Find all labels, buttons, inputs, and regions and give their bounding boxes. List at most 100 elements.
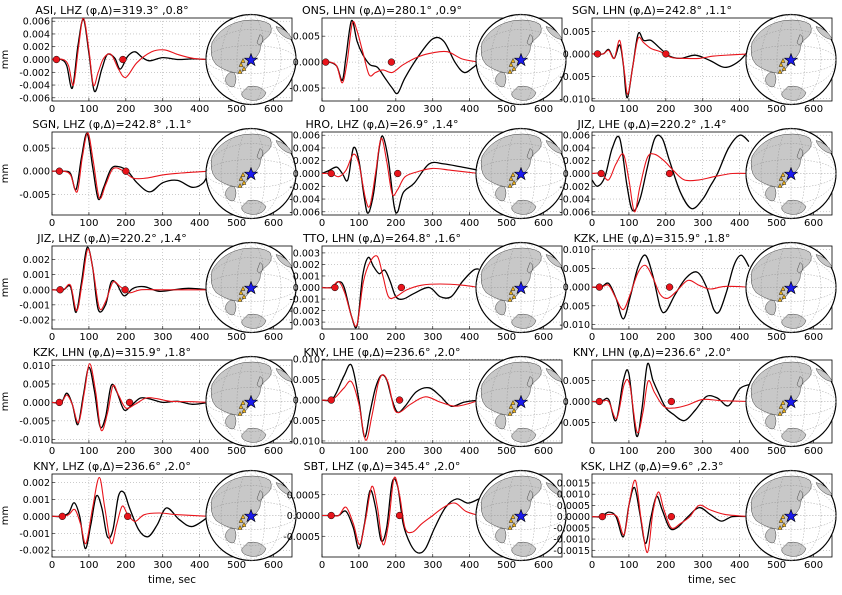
x-tick-label: 500 <box>497 560 516 571</box>
window-marker <box>667 397 676 406</box>
x-tick-label: 200 <box>656 104 675 115</box>
waveform-panel: 0 100 200 300 400 500 600 0.010 0.005 0.000 -0.005… <box>559 232 837 343</box>
x-tick-label: 300 <box>153 446 172 457</box>
x-tick-label: 600 <box>804 560 823 571</box>
window-marker <box>122 167 130 175</box>
y-tick-label: -0.0010 <box>553 535 590 546</box>
panel-title: KNY, LHE (φ,Δ)=236.6° ,2.0° <box>303 346 460 359</box>
y-tick-label: -0.006 <box>289 207 320 218</box>
y-tick-label: 0.0005 <box>287 490 320 501</box>
x-tick-label: 500 <box>767 446 786 457</box>
y-tick-label: 0.000 <box>563 169 590 180</box>
globe-map <box>745 355 837 448</box>
y-tick-label: -0.002 <box>19 315 50 326</box>
x-tick-label: 500 <box>227 560 246 571</box>
synthetic-waveform <box>322 255 479 327</box>
x-tick-label: 0 <box>589 104 595 115</box>
y-tick-label: -0.0005 <box>283 532 320 543</box>
y-tick-label: 0.006 <box>293 131 320 142</box>
y-tick-label: -0.005 <box>19 416 50 427</box>
x-tick-label: 500 <box>497 446 516 457</box>
x-tick-label: 500 <box>227 446 246 457</box>
observed-waveform <box>592 254 750 320</box>
y-axis-label: mm <box>0 278 11 297</box>
x-tick-label: 100 <box>79 446 98 457</box>
panel-title: KZK, LHE (φ,Δ)=315.9° ,1.8° <box>574 232 731 245</box>
x-tick-label: 400 <box>190 104 209 115</box>
x-tick-label: 0 <box>319 446 325 457</box>
y-tick-label: 0.004 <box>293 143 320 154</box>
synthetic-waveform <box>52 18 208 87</box>
x-tick-label: 200 <box>386 332 405 343</box>
x-tick-label: 200 <box>116 104 135 115</box>
y-tick-label: 0.002 <box>23 42 50 53</box>
panel-title: HRO, LHZ (φ,Δ)=26.9° ,1.4° <box>305 118 458 131</box>
y-axis-label: mm <box>0 164 11 183</box>
y-tick-label: 0.000 <box>293 58 320 69</box>
x-tick-label: 0 <box>49 104 55 115</box>
waveform-panel: 0 100 200 300 400 500 600 0.005 0.000 -0.005 KNY, … <box>559 346 837 457</box>
x-tick-label: 300 <box>423 332 442 343</box>
x-tick-label: 300 <box>693 332 712 343</box>
window-marker <box>58 512 66 520</box>
panel-title: SBT, LHZ (φ,Δ)=345.4° ,2.0° <box>304 460 461 473</box>
y-tick-label: 0.001 <box>293 271 320 282</box>
window-marker <box>595 397 604 406</box>
synthetic-waveform <box>592 153 749 213</box>
window-marker <box>121 286 129 294</box>
window-marker <box>394 169 402 178</box>
window-marker <box>327 396 335 404</box>
y-tick-label: 0.000 <box>293 169 320 180</box>
x-tick-label: 300 <box>423 446 442 457</box>
x-tick-label: 600 <box>534 446 553 457</box>
window-marker <box>125 398 134 407</box>
y-tick-label: 0.001 <box>23 270 50 281</box>
y-tick-label: -0.010 <box>289 436 320 447</box>
y-tick-label: 0.005 <box>293 32 320 43</box>
waveform-panel: 0 100 200 300 400 500 600 0.005 0.000 -0.005 SGN, … <box>0 118 297 229</box>
y-tick-label: -0.006 <box>19 93 50 104</box>
x-tick-label: 300 <box>693 560 712 571</box>
window-marker <box>397 283 406 292</box>
observed-waveform <box>52 490 210 550</box>
window-marker <box>665 169 674 178</box>
x-tick-label: 300 <box>693 446 712 457</box>
observed-waveform <box>322 478 480 554</box>
y-tick-label: 0.010 <box>23 361 50 372</box>
x-tick-label: 100 <box>619 104 638 115</box>
panel-title: KZK, LHN (φ,Δ)=315.9° ,1.8° <box>33 346 191 359</box>
y-tick-label: -0.001 <box>19 529 50 540</box>
x-tick-label: 200 <box>116 446 135 457</box>
window-marker <box>597 169 605 178</box>
synthetic-waveform <box>322 476 480 546</box>
y-tick-label: 0.010 <box>563 245 590 256</box>
y-tick-label: 0.004 <box>563 143 590 154</box>
x-tick-label: 300 <box>693 104 712 115</box>
y-tick-label: 0.0000 <box>557 512 590 523</box>
x-tick-label: 200 <box>656 218 675 229</box>
x-tick-label: 100 <box>349 332 368 343</box>
y-tick-label: -0.002 <box>289 306 320 317</box>
synthetic-waveform <box>322 374 480 441</box>
globe-map <box>745 127 837 220</box>
y-axis-label: mm <box>0 392 11 411</box>
window-marker <box>595 283 604 291</box>
y-tick-label: 0.001 <box>23 495 50 506</box>
synthetic-waveform <box>52 132 209 200</box>
x-tick-label: 200 <box>656 332 675 343</box>
x-tick-label: 600 <box>264 332 283 343</box>
y-tick-label: 0.000 <box>23 398 50 409</box>
x-tick-label: 0 <box>319 104 325 115</box>
window-marker <box>667 512 676 521</box>
x-tick-label: 300 <box>153 332 172 343</box>
x-tick-label: 0 <box>49 560 55 571</box>
x-tick-label: 300 <box>423 104 442 115</box>
y-tick-label: 0.000 <box>293 283 320 294</box>
panel-title: KNY, LHN (φ,Δ)=236.6° ,2.0° <box>573 346 731 359</box>
x-tick-label: 600 <box>264 104 283 115</box>
y-tick-label: -0.004 <box>289 195 320 206</box>
y-tick-label: -0.002 <box>19 546 50 557</box>
x-tick-label: 400 <box>730 218 749 229</box>
x-tick-label: 300 <box>693 218 712 229</box>
